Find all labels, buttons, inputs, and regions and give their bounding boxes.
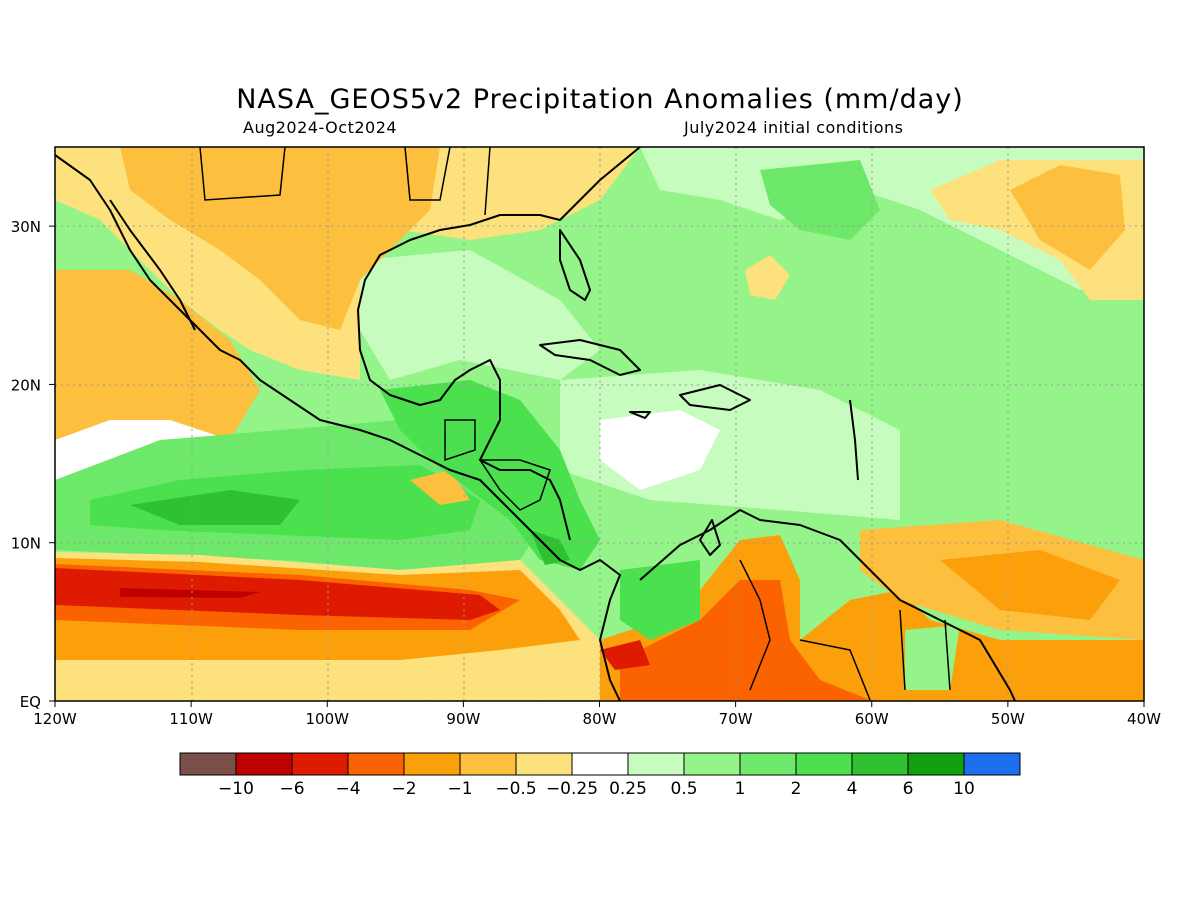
colorbar-swatch <box>179 752 237 776</box>
forecast-period: Aug2024-Oct2024 <box>243 118 398 137</box>
x-tick-label: 90W <box>446 710 480 728</box>
colorbar-swatch <box>851 752 909 776</box>
colorbar-swatch <box>235 752 293 776</box>
colombia-dry-max <box>600 640 650 670</box>
caribbean-white-patch <box>600 410 720 490</box>
x-tick-label: 120W <box>33 710 77 728</box>
colorbar-label: 0.25 <box>609 779 647 799</box>
y-tick-label: 30N <box>11 218 41 236</box>
colorbar-label: −10 <box>218 779 254 799</box>
y-tick-label: 10N <box>11 535 41 553</box>
colorbar-swatch <box>291 752 349 776</box>
colorbar-label: −0.25 <box>546 779 598 799</box>
colorbar-label: −6 <box>279 779 304 799</box>
colorbar-swatch <box>347 752 405 776</box>
colorbar-label: 6 <box>903 779 914 799</box>
colorbar-swatch <box>907 752 965 776</box>
map-field <box>55 147 1144 701</box>
pacific-wet-max <box>130 490 300 525</box>
axis-ticks: 120W 110W 100W 90W 80W 70W 60W 50W 40W EQ 10N 20N 30… <box>11 218 1161 728</box>
x-tick-label: 40W <box>1127 710 1161 728</box>
x-tick-label: 110W <box>169 710 213 728</box>
initial-conditions: July2024 initial conditions <box>684 118 904 137</box>
colorbar-label: −1 <box>447 779 472 799</box>
atlantic-dry-spot <box>745 255 790 300</box>
atlantic-wet-region <box>760 160 880 240</box>
borders <box>199 147 951 701</box>
y-tick-label: EQ <box>20 693 41 711</box>
pacific-dry-band-core <box>55 568 500 620</box>
colorbar-swatch <box>739 752 797 776</box>
colorbar: −10 −6 −4 −2 −1 −0.5 −0.25 0.25 0.5 1 2 4 6 10 <box>179 752 1021 799</box>
colorbar-label: −4 <box>335 779 360 799</box>
y-tick-label: 20N <box>11 376 41 394</box>
colorbar-label: 2 <box>791 779 802 799</box>
pacific-dry-band-max <box>120 588 260 598</box>
colorbar-label: 1 <box>735 779 746 799</box>
x-tick-label: 70W <box>719 710 753 728</box>
colorbar-swatch <box>403 752 461 776</box>
pacific-dry-region <box>55 270 260 440</box>
x-tick-label: 60W <box>855 710 889 728</box>
colorbar-swatch <box>627 752 685 776</box>
colorbar-swatch <box>571 752 629 776</box>
gulf-light-region <box>360 250 600 380</box>
x-tick-label: 80W <box>583 710 617 728</box>
colorbar-swatch <box>795 752 853 776</box>
colorbar-swatch <box>515 752 573 776</box>
colorbar-label: 0.5 <box>670 779 697 799</box>
mexico-dry-core <box>120 147 440 330</box>
colorbar-label: 4 <box>847 779 858 799</box>
atlantic-dry-core <box>1010 165 1125 270</box>
colorbar-label: −0.5 <box>495 779 536 799</box>
south-america-dry-core <box>620 580 870 701</box>
coastlines <box>55 147 1016 701</box>
x-tick-label: 100W <box>306 710 350 728</box>
x-tick-label: 50W <box>991 710 1025 728</box>
colorbar-swatch <box>963 752 1021 776</box>
colorbar-label: −2 <box>391 779 416 799</box>
map-title: NASA_GEOS5v2 Precipitation Anomalies (mm… <box>236 84 964 115</box>
colorbar-swatch <box>459 752 517 776</box>
east-atlantic-dry-core <box>940 550 1120 620</box>
gridlines <box>55 147 1144 701</box>
colorbar-label: 10 <box>953 779 975 799</box>
colorbar-swatch <box>683 752 741 776</box>
